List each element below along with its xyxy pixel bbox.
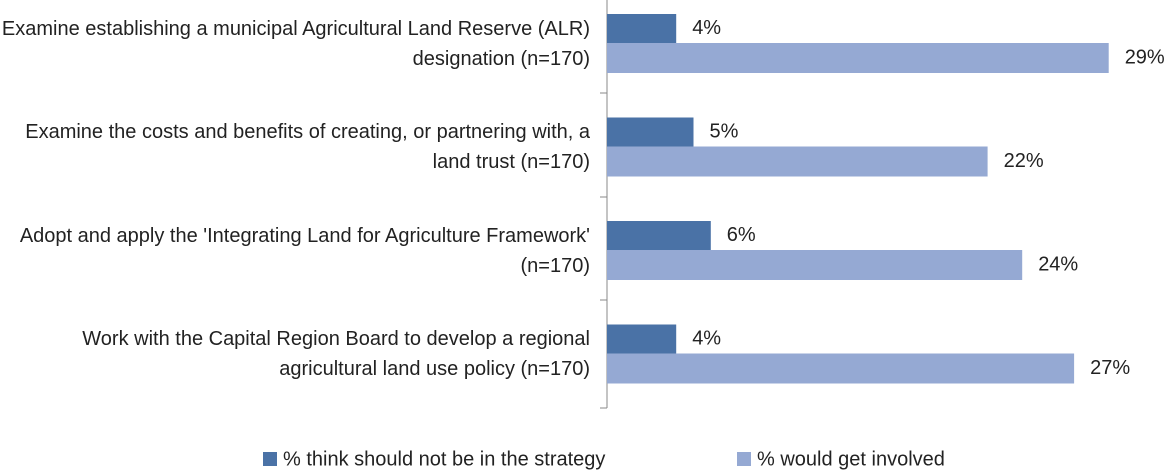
legend-swatch [263, 452, 277, 466]
bar [607, 324, 677, 354]
bar [607, 250, 1023, 280]
category-text: Examine establishing a municipal Agricul… [1, 17, 590, 70]
category-text: Adopt and apply the 'Integrating Land fo… [19, 224, 590, 277]
legend-label: % think should not be in the strategy [283, 448, 605, 470]
category-text: Examine the costs and benefits of creati… [25, 121, 590, 173]
data-label: 27% [1090, 357, 1130, 379]
bar [607, 117, 694, 147]
data-label: 4% [692, 17, 721, 39]
bar [607, 146, 988, 177]
category-label: Work with the Capital Region Board to de… [0, 309, 590, 399]
bar [607, 43, 1109, 73]
legend-label: % would get involved [757, 448, 945, 470]
category-label: Examine the costs and benefits of creati… [0, 102, 590, 192]
data-label: 4% [692, 327, 721, 349]
bar [607, 14, 677, 43]
data-label: 29% [1125, 46, 1165, 68]
data-label: 6% [727, 224, 756, 246]
bar [607, 353, 1075, 384]
category-label: Adopt and apply the 'Integrating Land fo… [0, 206, 590, 296]
data-label: 24% [1038, 253, 1078, 275]
data-label: 22% [1004, 150, 1044, 172]
category-text: Work with the Capital Region Board to de… [82, 328, 590, 380]
category-label: Examine establishing a municipal Agricul… [0, 0, 590, 89]
legend-swatch [737, 452, 751, 466]
data-label: 5% [710, 120, 739, 142]
bar [607, 221, 711, 250]
